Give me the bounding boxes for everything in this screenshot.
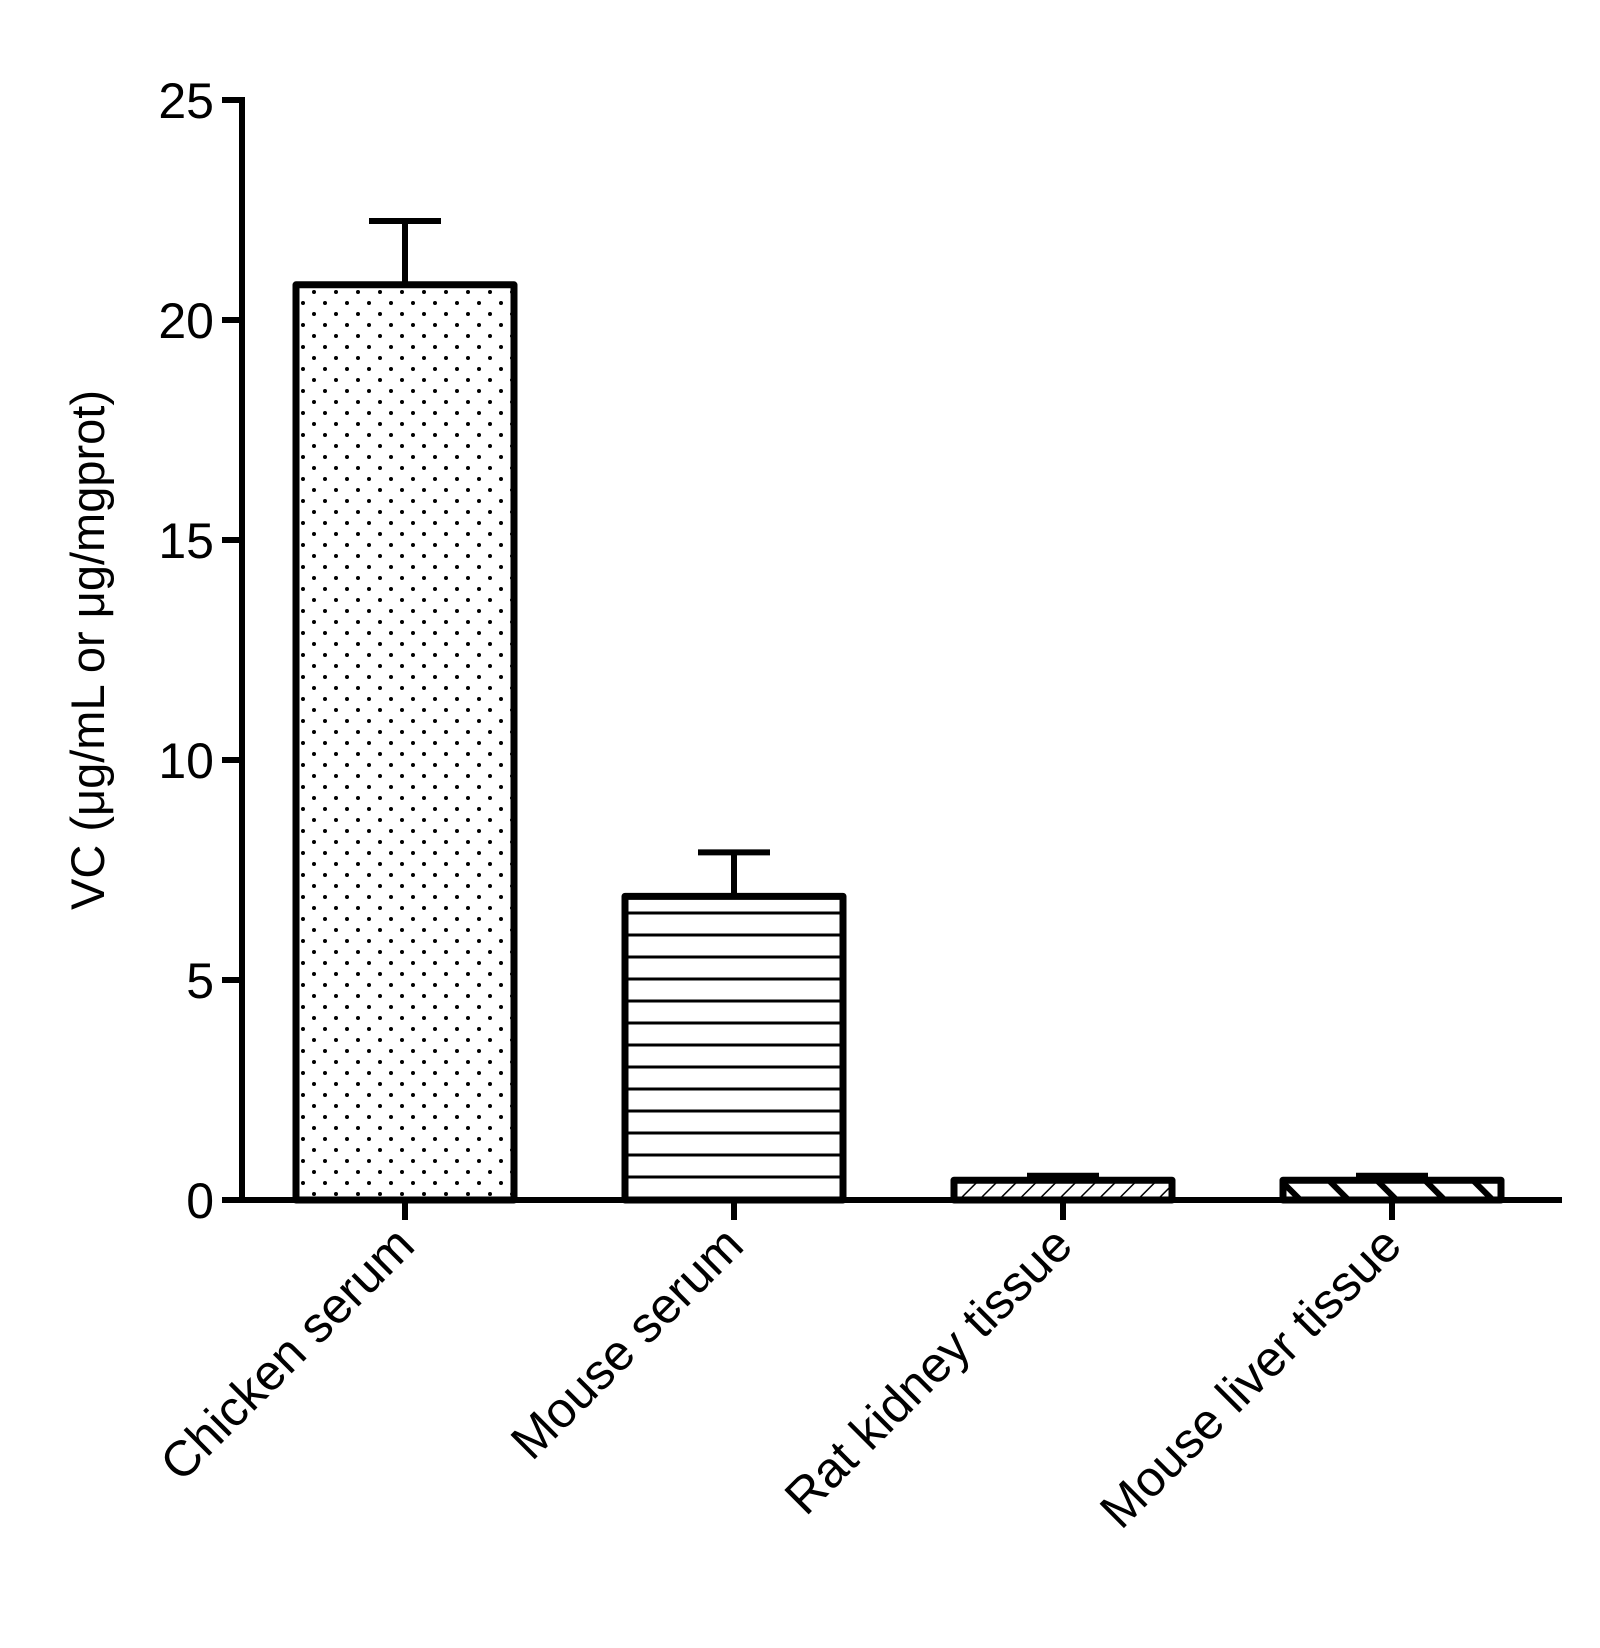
y-axis-title: VC (μg/mL or μg/mgprot): [61, 390, 114, 910]
y-tick-label: 5: [186, 953, 214, 1009]
bar: [621, 892, 847, 1204]
bar: [292, 281, 518, 1204]
x-category-label: Chicken serum: [149, 1216, 424, 1491]
y-tick-label: 20: [158, 293, 214, 349]
x-category-label: Rat kidney tissue: [774, 1216, 1083, 1525]
y-tick-label: 25: [158, 73, 214, 129]
x-axis: Chicken serum Mouse serum Rat kidney tissu…: [149, 1197, 1562, 1539]
y-tick-label: 10: [158, 733, 214, 789]
y-tick-label: 0: [186, 1173, 214, 1229]
y-tick-label: 15: [158, 513, 214, 569]
x-category-label: Mouse serum: [500, 1216, 754, 1470]
x-category-label: Mouse liver tissue: [1089, 1216, 1412, 1539]
bars-group: [292, 218, 1505, 1204]
y-axis: 0 5 10 15 20 25: [158, 73, 245, 1229]
